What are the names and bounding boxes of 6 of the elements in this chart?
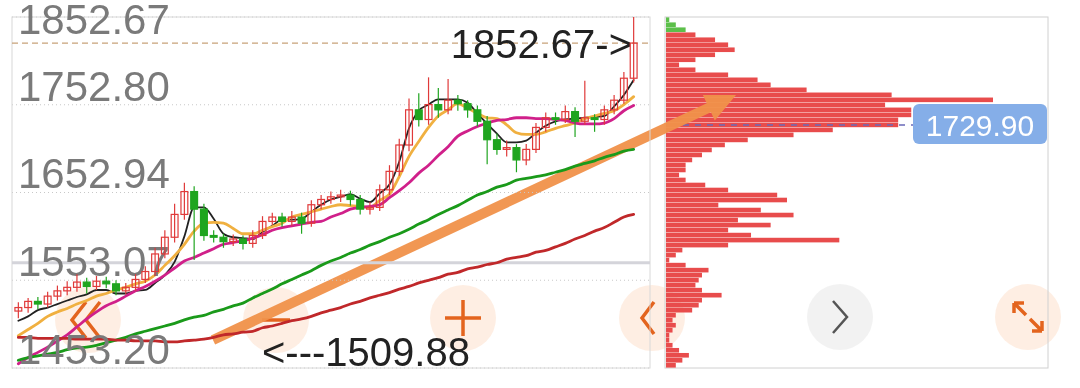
annotation: 1852.67-> — [450, 22, 632, 66]
y-tick-label: 1852.67 — [18, 0, 170, 43]
annotation: 1729.90 — [925, 108, 1035, 142]
y-tick-label: 1752.80 — [18, 62, 170, 110]
annotation: <---1509.88 — [262, 330, 470, 374]
y-tick-label: 1652.94 — [18, 150, 170, 198]
